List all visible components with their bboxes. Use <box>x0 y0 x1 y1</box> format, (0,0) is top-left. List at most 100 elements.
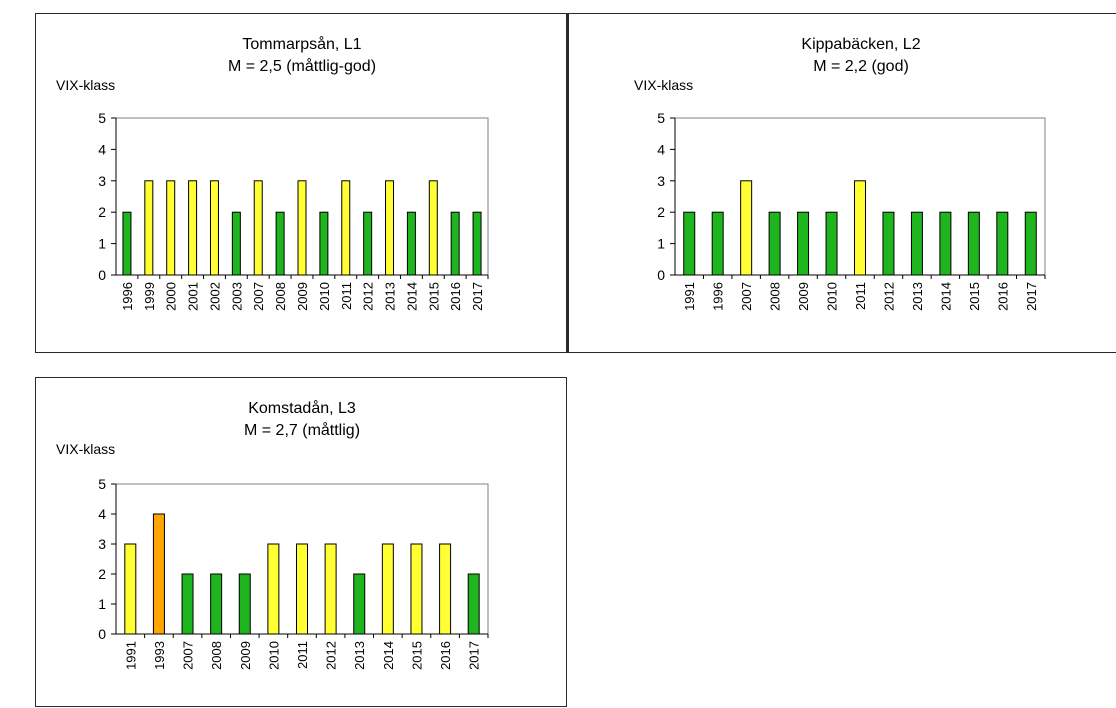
bar-chart-kippabacken: Kippabäcken, L2 M = 2,2 (god) VIX-klass … <box>634 36 1046 311</box>
x-tick-label-2008: 2008 <box>273 282 288 311</box>
x-tick-label-1996: 1996 <box>120 282 135 311</box>
x-tick-label-2007: 2007 <box>739 282 754 311</box>
bar-2009 <box>238 573 251 635</box>
bar-2014 <box>406 211 416 276</box>
bar-1999 <box>144 180 154 276</box>
x-tick-label-2001: 2001 <box>186 282 201 311</box>
bar-2009 <box>797 211 810 276</box>
plot-area: 0 1 2 3 4 5 1991 1993 2007 2008 2009 2010 2011 2012 20… <box>98 476 489 670</box>
x-tick-label-2013: 2013 <box>383 282 398 311</box>
bar-2011 <box>296 543 308 635</box>
y-tick-label: 3 <box>98 536 106 552</box>
chart-subtitle: M = 2,5 (måttlig-god) <box>228 57 376 75</box>
x-tick-label-2011: 2011 <box>339 282 354 310</box>
x-tick-label-2011: 2011 <box>853 282 868 310</box>
x-tick-label-2016: 2016 <box>438 641 453 670</box>
bar-chart-komstadan: Komstadån, L3 M = 2,7 (måttlig) VIX-klas… <box>56 399 489 670</box>
chart-panel-kippabacken: Kippabäcken, L2 M = 2,2 (god) VIX-klass … <box>567 13 1116 353</box>
x-tick-label-2002: 2002 <box>207 282 222 311</box>
bar-chart-tommarpsan: Tommarpsån, L1 M = 2,5 (måttlig-god) VIX… <box>56 35 489 311</box>
bar-2016 <box>450 211 460 276</box>
bar-1991 <box>124 543 137 635</box>
x-tick-label-2017: 2017 <box>470 282 485 311</box>
bar-2016 <box>439 543 452 635</box>
x-tick-label-1991: 1991 <box>682 282 697 311</box>
x-tick-label-2007: 2007 <box>251 282 266 311</box>
bar-2002 <box>209 180 219 276</box>
bar-2001 <box>188 180 198 276</box>
x-tick-label-2010: 2010 <box>317 282 332 311</box>
bar-1996 <box>122 211 132 276</box>
chart-subtitle: M = 2,2 (god) <box>813 58 909 75</box>
bar-2010 <box>319 211 329 276</box>
plot-area: 0 1 2 3 4 5 1996 1999 2000 2001 2002 2003 2007 2008 20… <box>98 110 489 311</box>
y-tick-label: 4 <box>98 141 106 157</box>
y-tick-label: 5 <box>98 476 106 492</box>
x-tick-label-2013: 2013 <box>910 282 925 311</box>
bar-2008 <box>275 211 285 276</box>
y-tick-label: 4 <box>98 506 106 522</box>
x-tick-label-2008: 2008 <box>768 282 783 311</box>
chart-panel-tommarpsan: Tommarpsån, L1 M = 2,5 (måttlig-god) VIX… <box>35 13 567 353</box>
x-tick-label-2003: 2003 <box>229 282 244 311</box>
x-tick-label-2014: 2014 <box>404 282 419 311</box>
x-tick-label-2000: 2000 <box>164 282 179 311</box>
bar-2015 <box>410 543 423 635</box>
chart-title: Kippabäcken, L2 <box>801 36 920 53</box>
bar-2003 <box>231 211 241 276</box>
y-axis-label: VIX-klass <box>56 77 115 93</box>
bar-2013 <box>353 573 366 635</box>
y-tick-label: 3 <box>657 173 665 189</box>
y-tick-label: 2 <box>98 566 106 582</box>
bar-2012 <box>324 543 337 635</box>
bar-2014 <box>939 211 952 276</box>
x-tick-label-2009: 2009 <box>295 282 310 311</box>
x-tick-label-2012: 2012 <box>324 641 339 670</box>
bar-2016 <box>996 211 1009 276</box>
x-tick-label-2015: 2015 <box>426 282 441 311</box>
bar-2012 <box>882 211 895 276</box>
x-tick-label-2009: 2009 <box>238 641 253 670</box>
y-tick-label: 4 <box>657 141 665 157</box>
x-tick-label-2010: 2010 <box>266 641 281 670</box>
x-tick-label-2012: 2012 <box>881 282 896 311</box>
y-tick-label: 0 <box>98 267 106 283</box>
bar-1993 <box>152 513 165 635</box>
x-tick-label-2010: 2010 <box>825 282 840 311</box>
x-tick-label-2014: 2014 <box>381 641 396 670</box>
x-tick-label-2011: 2011 <box>295 641 310 669</box>
y-tick-label: 0 <box>657 267 665 283</box>
x-tick-label-2016: 2016 <box>995 282 1010 311</box>
y-tick-label: 1 <box>657 236 665 252</box>
y-tick-label: 1 <box>98 596 106 612</box>
x-tick-label-2013: 2013 <box>352 641 367 670</box>
y-tick-label: 0 <box>98 626 106 642</box>
y-tick-label: 5 <box>98 110 106 126</box>
bar-2011 <box>341 180 351 276</box>
bar-2009 <box>297 180 307 276</box>
bar-2010 <box>267 543 280 635</box>
x-tick-label-2015: 2015 <box>967 282 982 311</box>
bar-2007 <box>740 180 753 276</box>
x-tick-label-2015: 2015 <box>409 641 424 670</box>
bar-2017 <box>467 573 480 635</box>
x-tick-label-2017: 2017 <box>467 641 482 670</box>
x-tick-label-2014: 2014 <box>938 282 953 311</box>
bar-2000 <box>166 180 176 276</box>
bar-2013 <box>910 211 923 276</box>
chart-subtitle: M = 2,7 (måttlig) <box>244 421 360 439</box>
y-tick-label: 3 <box>98 173 106 189</box>
plot-area: 0 1 2 3 4 5 1991 1996 2007 2008 2009 2010 2011 2012 20… <box>657 110 1046 311</box>
x-tick-label-2008: 2008 <box>209 641 224 670</box>
y-tick-label: 2 <box>657 204 665 220</box>
bar-1991 <box>683 211 696 276</box>
bar-2017 <box>1024 211 1037 276</box>
bar-2015 <box>428 180 438 276</box>
x-tick-label-2009: 2009 <box>796 282 811 311</box>
x-tick-label-2012: 2012 <box>361 282 376 311</box>
y-tick-label: 5 <box>657 110 665 126</box>
bar-2013 <box>385 180 395 276</box>
bar-2014 <box>381 543 394 635</box>
x-tick-label-1999: 1999 <box>142 282 157 311</box>
bar-2017 <box>472 211 482 276</box>
